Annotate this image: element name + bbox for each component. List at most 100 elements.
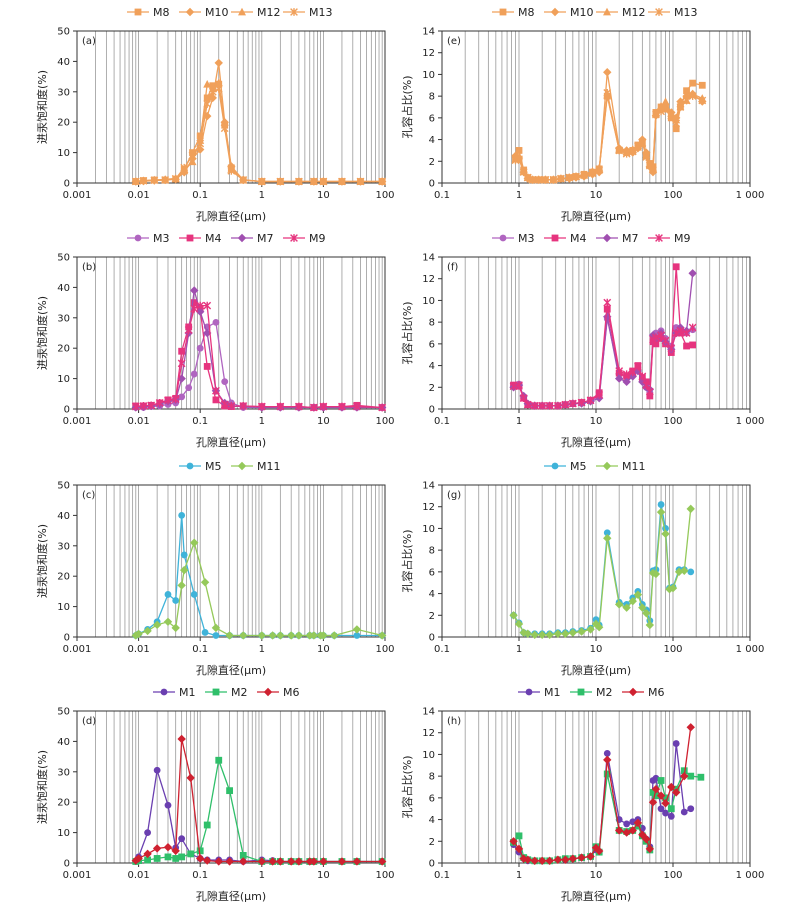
data-point xyxy=(196,139,205,148)
data-point xyxy=(638,830,647,839)
x-tick-label: 10 xyxy=(590,870,603,881)
x-tick-label: 1 000 xyxy=(736,870,765,881)
data-point xyxy=(680,808,688,816)
y-tick-label: 6 xyxy=(429,339,435,350)
legend-marker xyxy=(134,234,142,242)
series-line xyxy=(515,93,703,181)
data-point xyxy=(633,362,642,371)
data-point xyxy=(294,177,303,186)
data-point xyxy=(561,629,570,638)
x-tick-label: 1 xyxy=(516,870,522,881)
data-point xyxy=(211,623,221,633)
data-point xyxy=(657,101,666,110)
data-point xyxy=(530,856,539,866)
data-point xyxy=(662,809,669,817)
legend-item: M9 xyxy=(283,232,326,245)
y-tick-label: 10 xyxy=(422,70,435,81)
x-tick-label: 10 xyxy=(317,644,330,655)
x-tick-label: 1 xyxy=(516,190,522,201)
legend-label: M4 xyxy=(570,232,587,245)
y-tick-label: 50 xyxy=(57,253,70,264)
data-point xyxy=(652,792,660,800)
series-M13 xyxy=(131,84,387,186)
data-point xyxy=(676,103,685,111)
x-tick-label: 0.001 xyxy=(63,190,92,201)
y-tick-label: 10 xyxy=(57,148,70,159)
data-point xyxy=(153,766,161,774)
data-point xyxy=(572,172,580,181)
y-axis-title: 孔容占比(%) xyxy=(400,75,414,138)
x-tick-label: 100 xyxy=(663,644,682,655)
x-axis-title: 孔隙直径(μm) xyxy=(561,889,631,903)
legend-marker xyxy=(602,461,612,471)
data-point xyxy=(656,791,666,800)
data-point xyxy=(523,400,532,409)
data-point xyxy=(628,826,637,835)
data-point xyxy=(553,855,563,864)
legend: M8 M10 M12 M13 xyxy=(127,6,333,19)
legend-label: M2 xyxy=(596,686,613,699)
data-point xyxy=(661,799,670,808)
legend-label: M13 xyxy=(674,6,698,19)
data-point xyxy=(642,381,651,390)
data-point xyxy=(645,620,655,630)
legend-item: M10 xyxy=(179,6,229,19)
legend-marker xyxy=(602,233,612,243)
data-point xyxy=(203,821,211,829)
y-tick-label: 30 xyxy=(57,87,70,98)
data-point xyxy=(651,784,661,794)
data-point xyxy=(268,857,277,866)
legend-item: M5 xyxy=(179,460,222,473)
data-point xyxy=(561,855,570,864)
y-tick-label: 12 xyxy=(422,48,435,59)
data-point xyxy=(214,78,223,87)
y-tick-label: 30 xyxy=(57,767,70,778)
y-tick-label: 20 xyxy=(57,118,70,129)
x-tick-label: 10 xyxy=(590,190,603,201)
legend-item: M2 xyxy=(205,686,248,699)
x-tick-label: 10 xyxy=(317,190,330,201)
y-axis-title: 进汞饱和度(%) xyxy=(35,524,49,598)
x-tick-label: 0.001 xyxy=(63,870,92,881)
data-point xyxy=(164,591,172,598)
x-tick-label: 0.1 xyxy=(192,190,208,201)
data-point xyxy=(519,168,528,177)
x-tick-label: 1 xyxy=(259,190,265,201)
y-tick-label: 40 xyxy=(57,737,70,748)
data-point xyxy=(319,402,328,411)
legend-label: M11 xyxy=(257,460,281,473)
data-point xyxy=(595,166,604,174)
y-tick-label: 40 xyxy=(57,57,70,68)
data-point xyxy=(577,627,586,636)
x-axis-title: 孔隙直径(μm) xyxy=(196,209,266,223)
y-tick-label: 0 xyxy=(429,179,435,190)
data-point xyxy=(603,88,612,97)
data-point xyxy=(196,854,205,863)
x-axis-title: 孔隙直径(μm) xyxy=(196,435,266,449)
data-point xyxy=(683,87,690,95)
y-tick-label: 14 xyxy=(422,27,435,38)
legend-item: M4 xyxy=(544,232,587,245)
data-point xyxy=(212,396,220,404)
y-tick-label: 8 xyxy=(429,772,435,783)
data-point xyxy=(212,318,220,326)
x-axis-title: 孔隙直径(μm) xyxy=(561,663,631,677)
series-M13 xyxy=(511,88,707,184)
data-point xyxy=(638,603,647,612)
data-point xyxy=(509,611,518,620)
y-tick-label: 20 xyxy=(57,572,70,583)
legend-item: M7 xyxy=(596,232,639,245)
legend-marker xyxy=(577,688,585,696)
data-point xyxy=(203,856,212,865)
y-tick-label: 12 xyxy=(422,502,435,513)
legend-marker xyxy=(551,234,559,242)
legend-item: M3 xyxy=(492,232,535,245)
series-M6 xyxy=(131,734,387,866)
data-point xyxy=(586,625,595,634)
chart-panel-e: 0 2 4 6 8 10 12 14 0.1 1 10 100 1 000 孔隙直径(μm) 孔容占比(%)… xyxy=(400,6,764,223)
data-point xyxy=(672,740,680,747)
data-point xyxy=(657,805,665,813)
data-point xyxy=(594,846,604,856)
legend-label: M3 xyxy=(153,232,170,245)
data-point xyxy=(276,857,285,866)
